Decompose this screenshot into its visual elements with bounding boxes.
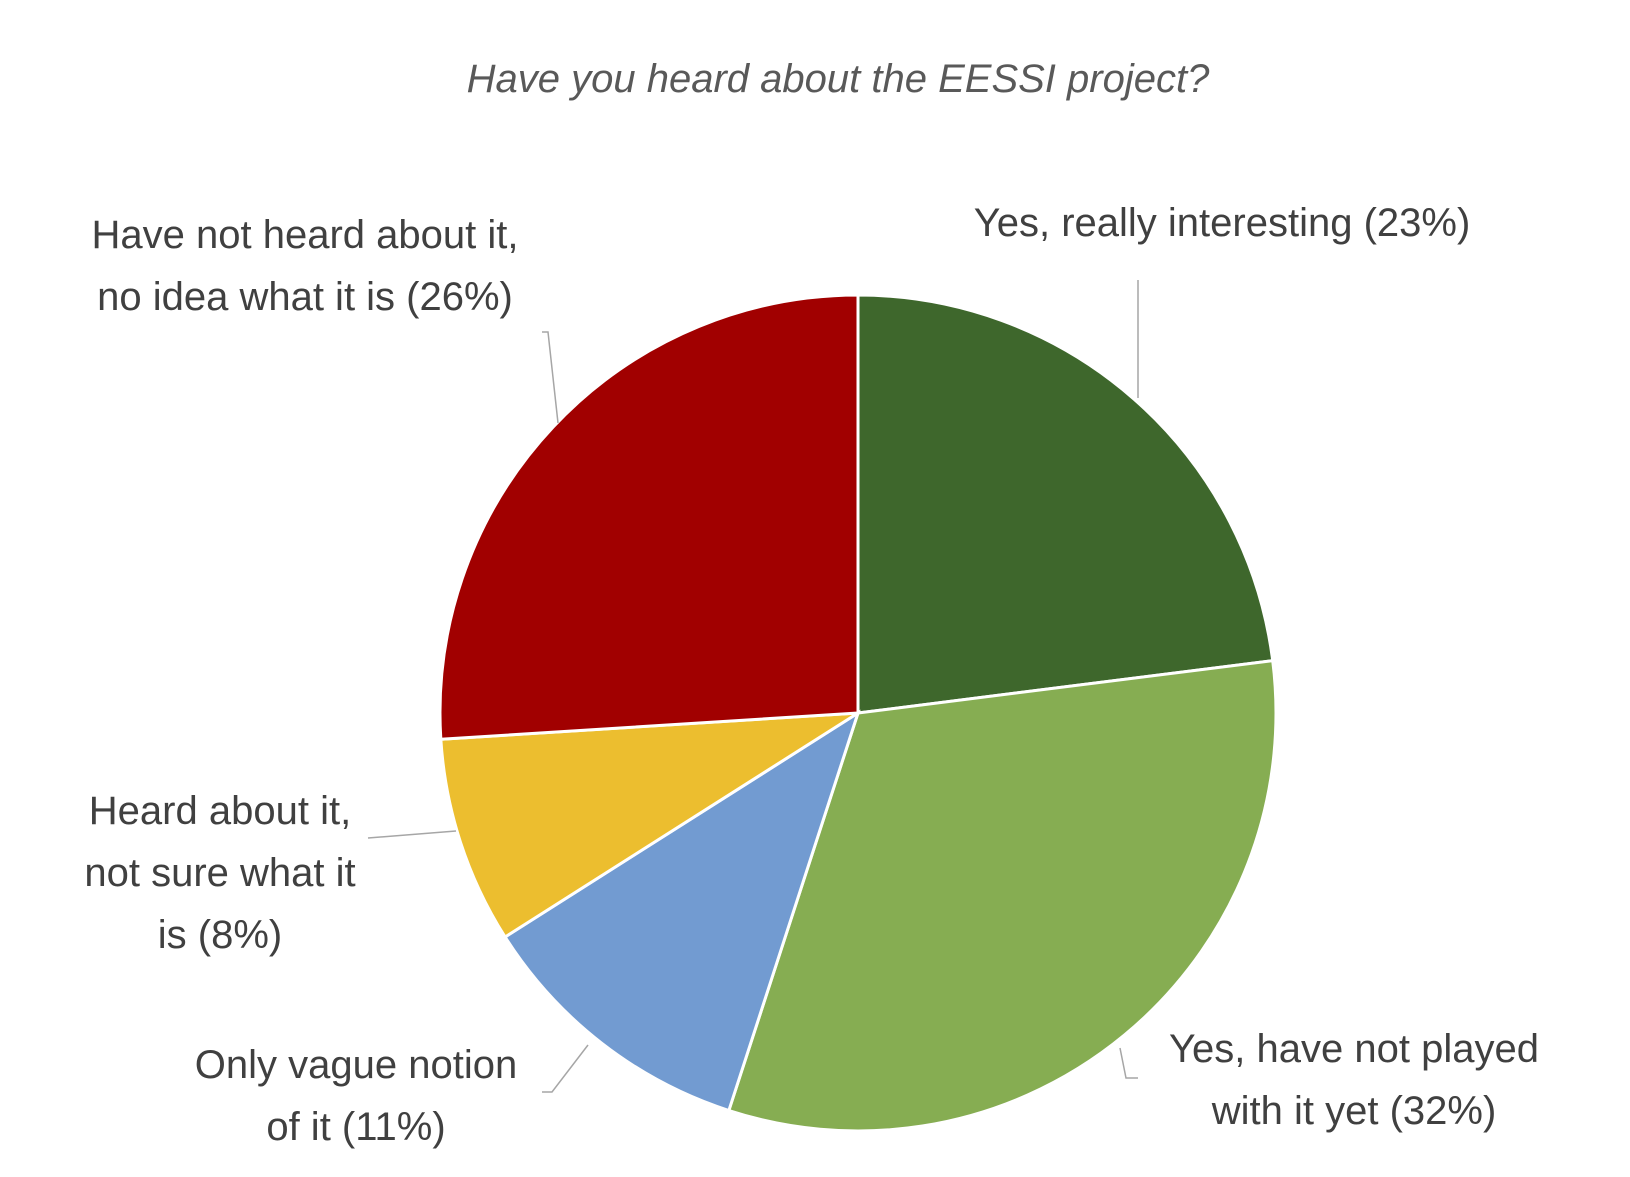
chart-title: Have you heard about the EESSI project? bbox=[467, 57, 1210, 101]
leader-line-2 bbox=[1119, 1047, 1138, 1079]
pie-slice-2 bbox=[726, 658, 1278, 1133]
pie-slice-4 bbox=[439, 711, 859, 940]
pie-slice-3 bbox=[502, 709, 861, 1113]
slice-label-3: Only vague notion of it (11%) bbox=[195, 1043, 517, 1149]
pie-slices bbox=[438, 293, 1278, 1133]
pie-slice-1 bbox=[856, 293, 1275, 715]
slice-label-5: Have not heard about it, no idea what it … bbox=[92, 213, 519, 319]
leader-line-3 bbox=[542, 1044, 589, 1093]
leader-line-4 bbox=[367, 830, 457, 839]
slice-labels: Yes, really interesting (23%) Yes, have n… bbox=[84, 201, 1539, 1149]
slice-label-4: Heard about it, not sure what it is (8%) bbox=[84, 789, 355, 957]
leader-line-5 bbox=[542, 331, 559, 424]
slice-label-1: Yes, really interesting (23%) bbox=[974, 201, 1471, 245]
leader-lines bbox=[367, 280, 1139, 1093]
pie-slice-5 bbox=[438, 293, 860, 741]
slice-label-2: Yes, have not played with it yet (32%) bbox=[1169, 1027, 1539, 1133]
